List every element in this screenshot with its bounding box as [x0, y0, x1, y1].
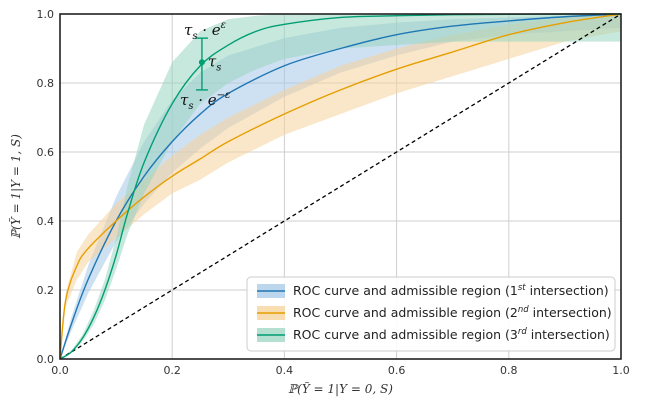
tau-annotation: τs · eε τs τs · e−ε — [180, 20, 230, 112]
y-tick-label: 0.4 — [37, 215, 55, 228]
x-tick-label: 0.6 — [388, 364, 406, 377]
lower-label: τs · e−ε — [180, 90, 230, 112]
point-label: τs — [208, 52, 221, 73]
y-tick-label: 0.0 — [37, 353, 55, 366]
admissible-region-third — [60, 14, 621, 359]
tau-point — [198, 59, 205, 66]
y-tick-label: 0.2 — [37, 284, 55, 297]
y-axis-label: ℙ(Ỹ = 1|Y = 1, S) — [8, 134, 23, 239]
y-tick-label: 0.6 — [37, 146, 55, 159]
upper-label: τs · eε — [184, 20, 226, 42]
legend-box — [246, 276, 616, 352]
x-tick-label: 0.4 — [276, 364, 294, 377]
legend-label: ROC curve and admissible region (2nd int… — [293, 305, 612, 320]
x-tick-label: 0.2 — [163, 364, 181, 377]
plot-frame — [59, 13, 622, 360]
admissible-region-second — [60, 14, 621, 359]
y-tick-label: 1.0 — [37, 8, 55, 21]
legend-label: ROC curve and admissible region (3rd int… — [293, 327, 610, 342]
x-tick-label: 1.0 — [612, 364, 630, 377]
roc-curve-second — [59, 13, 622, 360]
x-tick-label: 0.0 — [51, 364, 69, 377]
chance-diagonal — [59, 13, 622, 360]
admissible-regions — [60, 14, 621, 359]
legend-label: ROC curve and admissible region (1st int… — [293, 283, 609, 298]
tick-labels: 0.0 0.2 0.4 0.6 0.8 1.0 0.0 0.2 0.4 0.6 0.8 1.0 — [37, 8, 630, 377]
roc-curve-first — [59, 13, 622, 360]
x-tick-label: 0.8 — [500, 364, 518, 377]
x-axis-label: ℙ(Ỹ = 1|Y = 0, S) — [288, 381, 393, 396]
y-tick-label: 0.8 — [37, 77, 55, 90]
legend: ROC curve and admissible region (1st int… — [246, 276, 616, 352]
